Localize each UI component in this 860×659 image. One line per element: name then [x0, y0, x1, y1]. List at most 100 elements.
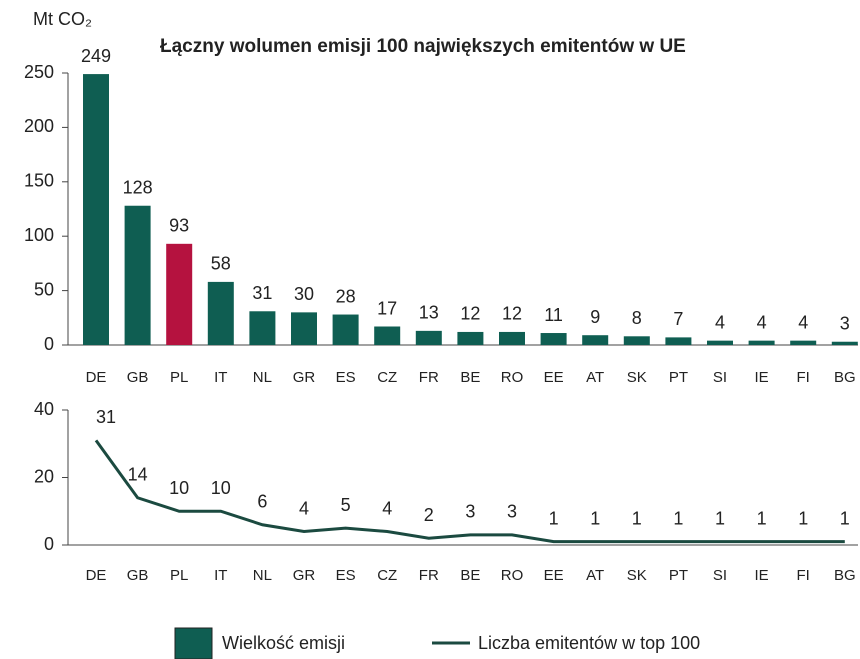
x-tick-label: SK [627, 567, 647, 584]
x-tick-label: ES [336, 369, 356, 386]
y-tick-label: 250 [24, 62, 54, 82]
x-tick-label: GR [293, 567, 316, 584]
data-label: 13 [419, 303, 439, 323]
x-tick-label: FR [419, 567, 439, 584]
x-tick-label: IT [214, 369, 227, 386]
bar [166, 243, 193, 345]
x-tick-label: SI [713, 369, 727, 386]
data-label: 93 [169, 216, 189, 236]
x-tick-label: ES [336, 567, 356, 584]
x-tick-label: RO [501, 567, 524, 584]
bar [83, 74, 109, 345]
data-label: 1 [715, 508, 725, 528]
bar [124, 205, 151, 345]
data-label: 4 [715, 312, 725, 332]
y-tick-label: 50 [34, 279, 54, 299]
data-label: 31 [252, 283, 272, 303]
data-label: 3 [507, 502, 517, 522]
data-label: 10 [211, 478, 231, 498]
x-tick-label: AT [586, 567, 604, 584]
data-label: 1 [673, 508, 683, 528]
data-label: 8 [632, 308, 642, 328]
x-tick-label: AT [586, 369, 604, 386]
data-label: 3 [465, 502, 475, 522]
x-tick-label: NL [253, 567, 272, 584]
data-label: 1 [840, 508, 850, 528]
x-tick-label: GR [293, 369, 316, 386]
data-label: 28 [336, 286, 356, 306]
data-label: 1 [798, 508, 808, 528]
x-tick-label: BG [834, 369, 856, 386]
data-label: 9 [590, 307, 600, 327]
bar [332, 314, 359, 345]
data-label: 1 [632, 508, 642, 528]
x-tick-label: EE [544, 369, 564, 386]
line [94, 439, 845, 544]
data-label: 10 [169, 478, 189, 498]
x-tick-label: PL [170, 567, 188, 584]
x-tick-label: CZ [377, 369, 397, 386]
x-tick-label: GB [127, 567, 149, 584]
data-label: 2 [424, 505, 434, 525]
y-tick-label: 0 [44, 534, 54, 554]
y-tick-label: 150 [24, 171, 54, 191]
data-label: 6 [257, 492, 267, 512]
x-tick-label: PT [669, 369, 688, 386]
data-label: 30 [294, 284, 314, 304]
data-label: 1 [590, 508, 600, 528]
x-tick-label: SK [627, 369, 647, 386]
x-tick-label: FI [797, 369, 810, 386]
x-tick-label: EE [544, 567, 564, 584]
data-label: 12 [502, 304, 522, 324]
data-label: 4 [382, 498, 392, 518]
data-label: 12 [460, 304, 480, 324]
x-tick-label: PT [669, 567, 688, 584]
chart-title: Łączny wolumen emisji 100 największych e… [160, 36, 686, 57]
x-tick-label: IT [214, 567, 227, 584]
data-label: 128 [123, 177, 153, 197]
data-label: 31 [96, 407, 116, 427]
x-tick-label: FI [797, 567, 810, 584]
data-label: 4 [757, 312, 767, 332]
bar [540, 333, 567, 345]
x-tick-label: PL [170, 369, 188, 386]
y-tick-label: 40 [34, 399, 54, 419]
bar [790, 340, 817, 345]
x-tick-label: BE [460, 567, 480, 584]
data-label: 14 [128, 465, 148, 485]
x-tick-label: SI [713, 567, 727, 584]
legend-swatch [174, 627, 213, 659]
x-tick-label: IE [755, 567, 769, 584]
data-label: 3 [840, 313, 850, 333]
data-label: 4 [299, 498, 309, 518]
y-tick-label: 100 [24, 225, 54, 245]
x-tick-label: IE [755, 369, 769, 386]
x-tick-label: CZ [377, 567, 397, 584]
x-tick-label: NL [253, 369, 272, 386]
x-tick-label: BE [460, 369, 480, 386]
bar [457, 331, 484, 345]
legend-label: Liczba emitentów w top 100 [478, 633, 700, 653]
data-label: 7 [673, 309, 683, 329]
data-label: 1 [757, 508, 767, 528]
data-label: 4 [798, 312, 808, 332]
y-tick-label: 20 [34, 466, 54, 486]
bar [249, 311, 276, 345]
y-tick-label: 0 [44, 334, 54, 354]
x-tick-label: DE [86, 369, 107, 386]
bar [291, 312, 317, 345]
bar [582, 335, 609, 345]
bar [374, 326, 401, 345]
x-tick-label: RO [501, 369, 524, 386]
x-tick-label: GB [127, 369, 149, 386]
data-label: 17 [377, 298, 397, 318]
x-tick-label: FR [419, 369, 439, 386]
bar [499, 331, 525, 345]
data-label: 58 [211, 254, 231, 274]
x-tick-label: DE [86, 567, 107, 584]
y-tick-label: 200 [24, 116, 54, 136]
bar [707, 340, 733, 345]
data-label: 1 [549, 508, 559, 528]
data-label: 11 [544, 305, 563, 325]
